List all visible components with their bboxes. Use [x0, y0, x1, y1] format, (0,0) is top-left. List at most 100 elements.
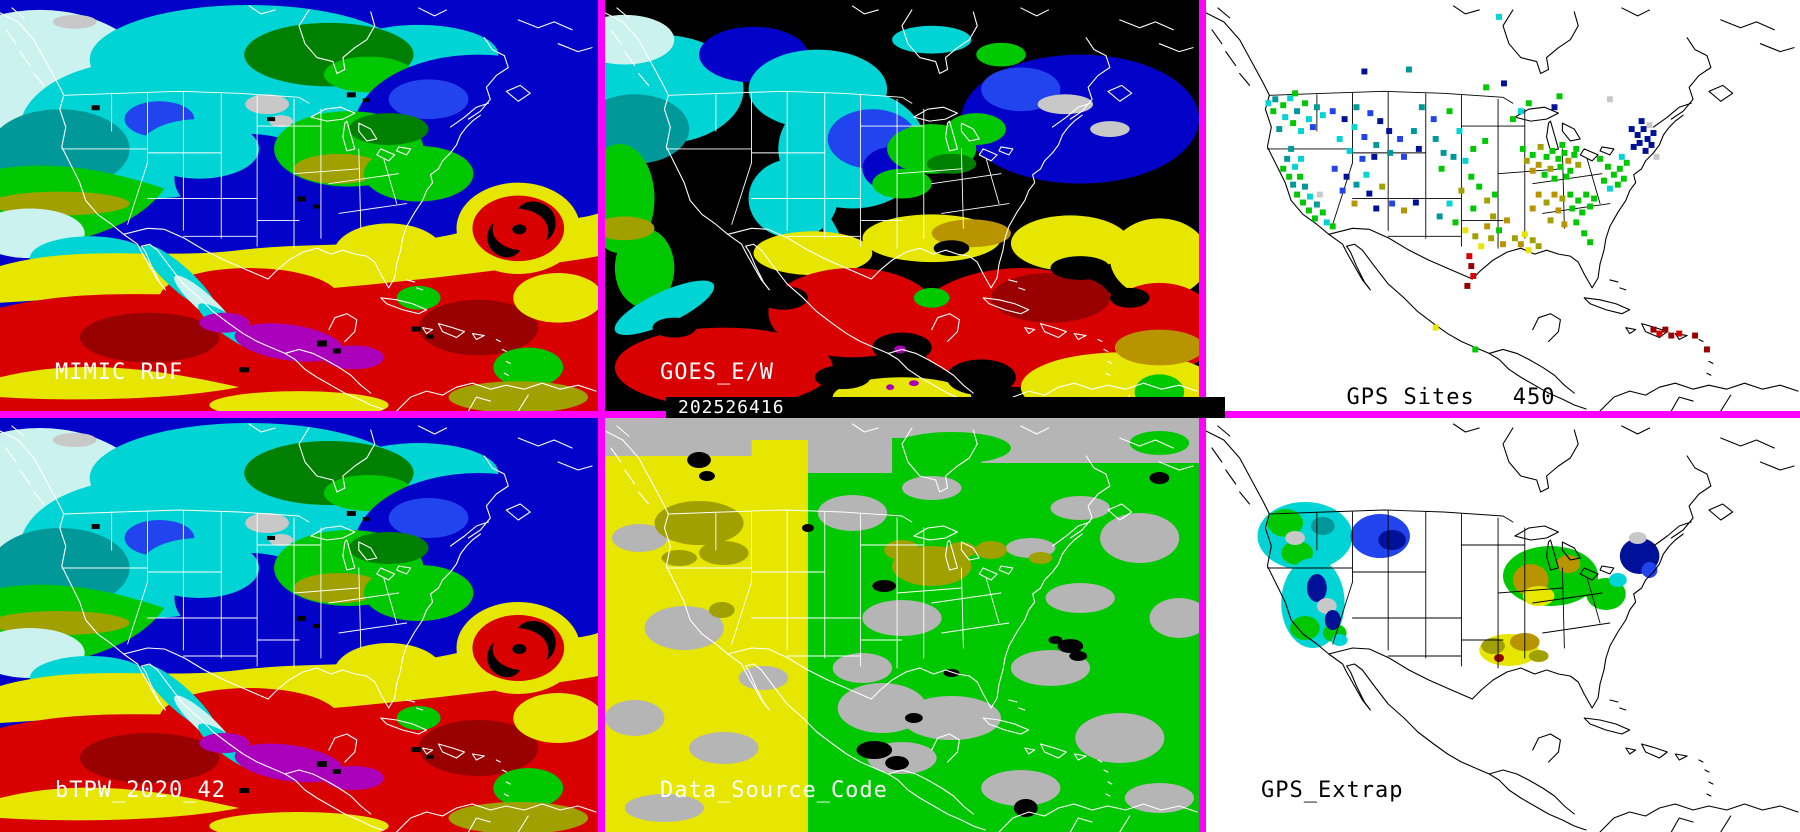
- gps-site-marker: [1286, 173, 1293, 180]
- data-source-code-map: [605, 418, 1199, 832]
- gps-site-marker: [1692, 332, 1699, 339]
- gps-site-marker: [1373, 205, 1380, 212]
- gps-site-marker: [1280, 165, 1287, 172]
- gps-extrap-blob: [1290, 616, 1320, 640]
- gps-site-marker: [1309, 124, 1316, 131]
- gps-site-marker: [1306, 193, 1313, 200]
- panel-btpw: bTPW_2020_42: [0, 418, 598, 832]
- gps-site-marker: [1367, 110, 1374, 117]
- gps-site-marker: [1537, 143, 1544, 150]
- panel-gps-extrap: GPS_Extrap: [1206, 418, 1800, 832]
- gps-site-marker: [1290, 120, 1297, 127]
- gps-site-marker: [1351, 124, 1358, 131]
- gps-site-marker: [1430, 116, 1437, 123]
- gps-site-marker: [1462, 157, 1469, 164]
- gps-site-marker: [1484, 223, 1491, 230]
- gps-site-marker: [1668, 332, 1675, 339]
- panel-mimic-rdf: MIMIC RDF: [0, 0, 598, 411]
- gps-site-marker: [1579, 209, 1586, 216]
- gps-site-marker: [1634, 132, 1641, 138]
- gps-site-marker: [1280, 102, 1287, 109]
- gps-site-marker: [1551, 191, 1558, 198]
- gps-site-marker: [1300, 199, 1306, 206]
- gps-site-marker: [1436, 213, 1443, 220]
- gps-site-marker: [1547, 165, 1554, 172]
- panel-data-source-code: Data_Source_Code: [605, 418, 1199, 832]
- gps-extrap-blob: [1306, 574, 1327, 602]
- gps-site-marker: [1509, 116, 1516, 123]
- gps-site-marker: [1319, 209, 1326, 216]
- gps-site-marker: [1302, 100, 1308, 107]
- btpw-map: [0, 418, 598, 832]
- gps-site-marker: [1366, 190, 1373, 197]
- panel-goes-ew: GOES_E/W: [605, 0, 1199, 411]
- gps-site-marker: [1567, 167, 1574, 174]
- gps-site-marker: [1456, 128, 1463, 135]
- gps-site-marker: [1557, 163, 1564, 170]
- gps-site-marker: [1623, 159, 1630, 166]
- gps-site-marker: [1676, 330, 1683, 337]
- gps-site-marker: [1270, 108, 1277, 115]
- gps-site-marker: [1343, 173, 1350, 180]
- gps-site-marker: [1601, 177, 1607, 184]
- gps-site-marker: [1555, 207, 1562, 214]
- gps-extrap-blobs: [1257, 502, 1660, 666]
- gps-site-marker: [1438, 165, 1445, 172]
- gps-site-marker: [1575, 161, 1582, 168]
- gps-site-marker: [1294, 108, 1301, 115]
- gps-site-marker: [1614, 181, 1621, 188]
- gps-site-marker: [1359, 155, 1366, 162]
- gps-site-marker: [1292, 90, 1299, 97]
- gps-sites-label-row: GPS Sites 450: [1261, 360, 1555, 411]
- gps-site-marker: [1397, 136, 1404, 142]
- gps-site-marker: [1535, 243, 1542, 250]
- goes-ew-label: GOES_E/W: [660, 360, 774, 385]
- gps-site-marker: [1452, 219, 1459, 226]
- gps-site-marker: [1292, 163, 1299, 170]
- gps-site-marker: [1642, 147, 1649, 154]
- gps-site-marker: [1644, 136, 1651, 142]
- gps-site-marker: [1567, 191, 1574, 198]
- gps-site-marker: [1620, 175, 1627, 182]
- gps-site-marker: [1517, 241, 1524, 248]
- gps-site-marker: [1490, 213, 1497, 220]
- gps-extrap-blob: [1281, 541, 1313, 565]
- gps-site-marker: [1561, 149, 1568, 156]
- gps-site-marker: [1529, 205, 1536, 212]
- gps-extrap-blob: [1528, 650, 1549, 662]
- gps-site-marker: [1331, 165, 1338, 172]
- gps-site-marker: [1650, 326, 1657, 333]
- gps-site-marker: [1387, 149, 1394, 156]
- gps-site-marker: [1606, 96, 1613, 103]
- gps-site-marker: [1313, 201, 1320, 208]
- gps-site-marker: [1401, 153, 1407, 160]
- gps-site-marker: [1276, 126, 1283, 133]
- timestamp-bar: 202526416: [666, 397, 1225, 418]
- gps-site-marker: [1606, 185, 1613, 192]
- gps-site-marker: [1282, 114, 1289, 121]
- gps-site-marker: [1265, 100, 1272, 107]
- gps-site-marker: [1472, 346, 1479, 353]
- gps-site-marker: [1476, 183, 1483, 190]
- data-source-code-label: Data_Source_Code: [660, 778, 888, 803]
- gps-extrap-blob: [1481, 638, 1505, 654]
- gps-site-marker: [1305, 207, 1312, 214]
- gps-site-marker: [1591, 195, 1598, 202]
- gps-site-marker: [1640, 126, 1647, 133]
- gps-site-marker: [1377, 118, 1384, 125]
- gps-site-marker: [1418, 104, 1425, 111]
- gps-site-marker: [1336, 136, 1343, 142]
- gps-extrap-blob: [1285, 531, 1305, 545]
- gps-site-marker: [1703, 346, 1710, 353]
- gps-site-marker: [1272, 96, 1279, 103]
- gps-site-marker: [1543, 199, 1550, 206]
- gps-site-marker: [1573, 145, 1580, 152]
- gps-site-marker: [1638, 118, 1645, 125]
- gps-site-marker: [1541, 171, 1548, 178]
- gps-site-marker: [1500, 241, 1506, 248]
- gps-site-marker: [1353, 104, 1360, 111]
- gps-extrap-blob: [1324, 610, 1341, 630]
- gps-site-marker: [1573, 219, 1580, 226]
- gps-site-marker: [1547, 217, 1554, 224]
